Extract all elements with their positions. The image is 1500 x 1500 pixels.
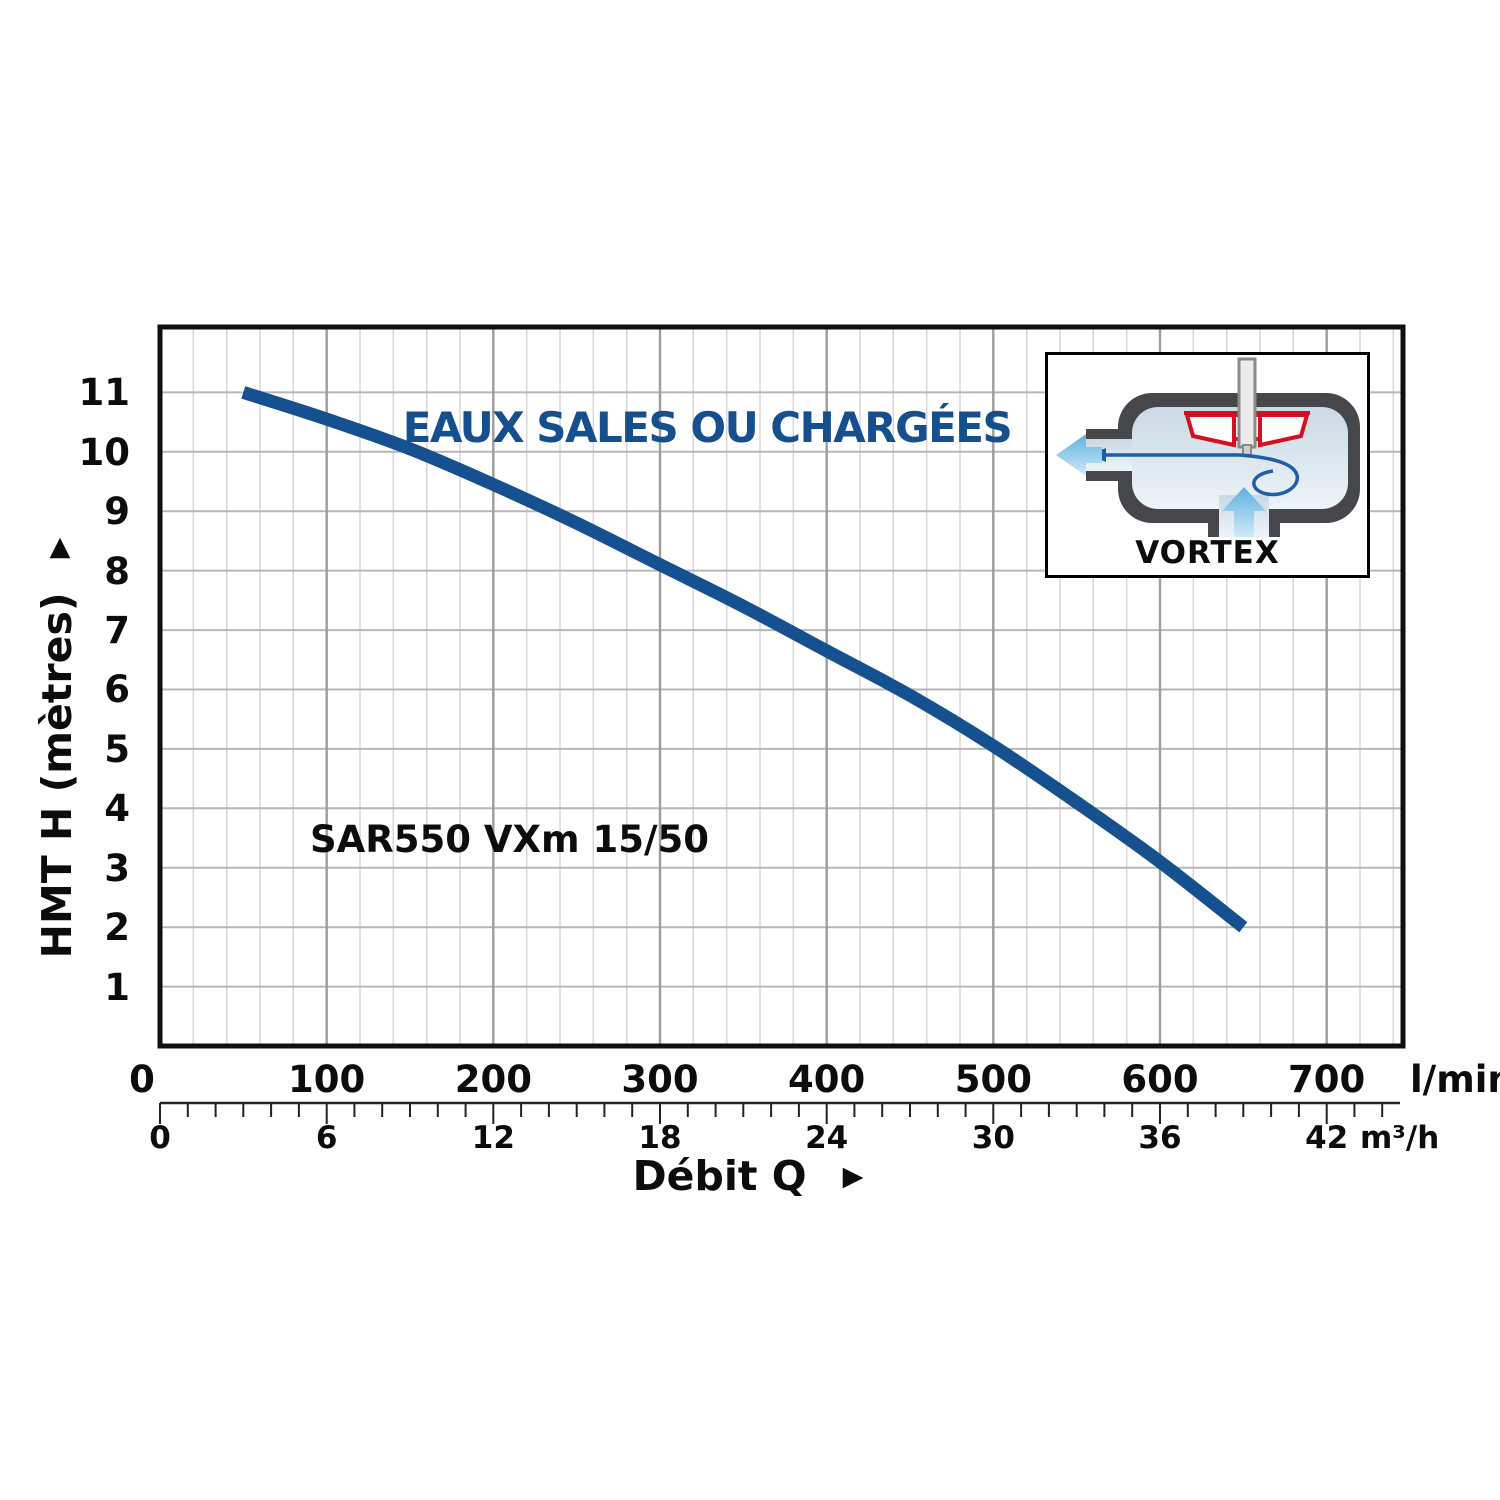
x2-tick-label: 18 [638, 1120, 682, 1156]
y-tick-label: 11 [78, 371, 131, 415]
vortex-label: VORTEX [1135, 535, 1280, 571]
chart-title: EAUX SALES OU CHARGÉES [402, 403, 1013, 452]
x-tick-label: 0 [129, 1058, 155, 1101]
x2-tick-label: 36 [1138, 1120, 1182, 1156]
model-label: SAR550 VXm 15/50 [310, 818, 709, 861]
x2-tick-label: 6 [315, 1120, 338, 1156]
x2-tick-label: 42 [1305, 1120, 1349, 1156]
x-tick-label: 300 [621, 1058, 699, 1101]
right-arrow-icon: ▶ [842, 1160, 864, 1192]
x-tick-label: 600 [1121, 1058, 1199, 1101]
y-tick-label: 8 [104, 549, 130, 593]
x2-axis-unit: m³/h [1360, 1120, 1440, 1156]
y-tick-label: 5 [104, 727, 130, 771]
up-arrow-icon: ▶ [43, 537, 74, 559]
y-axis-title-text: HMT H (mètres) [33, 592, 81, 959]
y-axis-title: HMT H (mètres) ▶ [33, 538, 81, 959]
y-tick-label: 10 [78, 430, 131, 474]
vortex-inset-box: VORTEX [1045, 352, 1370, 578]
x2-tick-label: 30 [971, 1120, 1015, 1156]
pump-curve [241, 386, 1248, 933]
x-tick-label: 500 [954, 1058, 1032, 1101]
y-tick-label: 3 [104, 846, 130, 890]
x2-tick-label: 24 [805, 1120, 849, 1156]
y-tick-label: 2 [104, 906, 130, 950]
x-tick-label: 700 [1288, 1058, 1366, 1101]
x-tick-label: 200 [454, 1058, 532, 1101]
y-tick-label: 6 [104, 668, 130, 712]
y-tick-label: 7 [104, 609, 130, 653]
x-tick-label: 100 [288, 1058, 366, 1101]
x2-tick-label: 0 [149, 1120, 171, 1156]
y-tick-label: 9 [104, 490, 130, 534]
y-tick-label: 1 [104, 965, 130, 1009]
vortex-pump-icon [1056, 357, 1360, 537]
x-tick-label: 400 [788, 1058, 866, 1101]
x-axis-title-text: Débit Q [632, 1152, 807, 1200]
x2-tick-label: 12 [471, 1120, 515, 1156]
y-tick-label: 4 [104, 787, 130, 831]
x-axis-title: Débit Q ▶ [633, 1152, 864, 1200]
plot-frame [157, 324, 1406, 1049]
x-axis-unit: l/min [1410, 1058, 1500, 1101]
